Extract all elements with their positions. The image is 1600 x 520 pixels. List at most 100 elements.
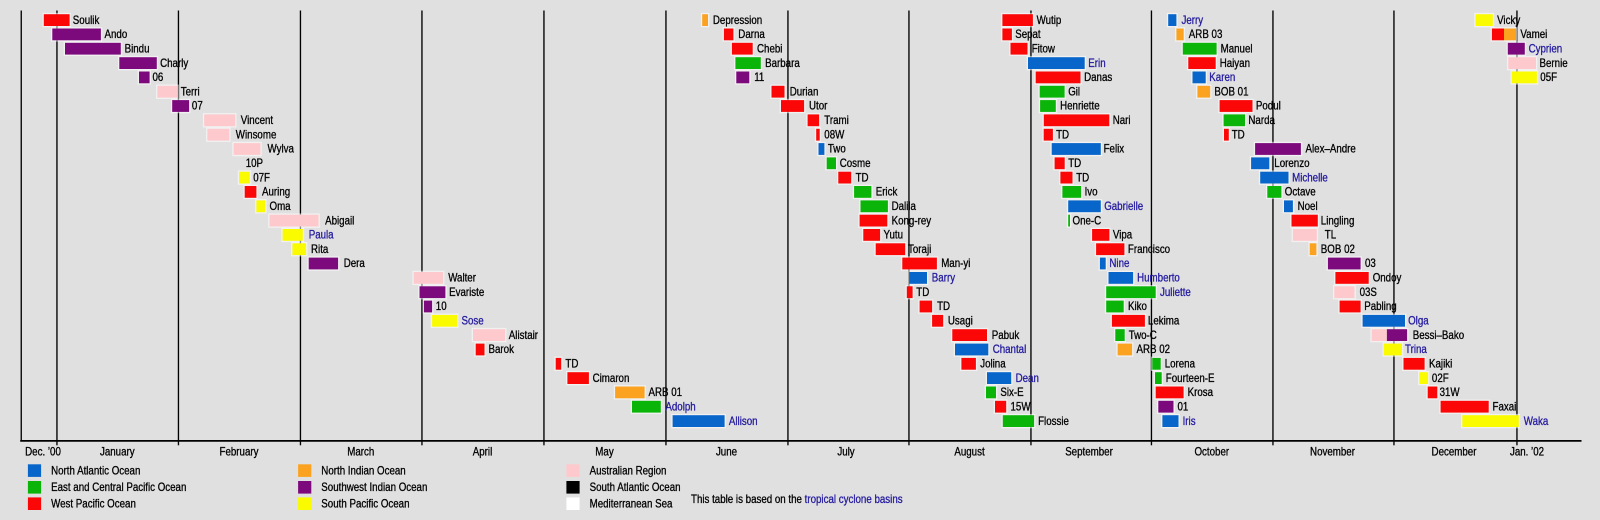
svg-text:Barbara: Barbara <box>765 57 800 70</box>
svg-text:July: July <box>837 446 855 459</box>
svg-text:Fourteen-E: Fourteen-E <box>1166 372 1215 385</box>
svg-text:31W: 31W <box>1440 386 1461 399</box>
svg-text:Bessi–Bako: Bessi–Bako <box>1413 329 1464 342</box>
svg-text:Yutu: Yutu <box>884 229 904 242</box>
svg-text:Gil: Gil <box>1068 86 1080 99</box>
svg-text:Kajiki: Kajiki <box>1429 358 1452 371</box>
svg-text:Evariste: Evariste <box>449 286 484 299</box>
svg-text:Nari: Nari <box>1113 114 1131 127</box>
svg-text:October: October <box>1194 446 1229 459</box>
svg-text:11: 11 <box>754 71 764 84</box>
svg-text:August: August <box>954 446 984 459</box>
svg-text:Henriette: Henriette <box>1060 100 1100 113</box>
svg-text:Bindu: Bindu <box>125 43 150 56</box>
svg-text:Octave: Octave <box>1285 186 1316 199</box>
svg-text:Manuel: Manuel <box>1221 43 1253 56</box>
svg-text:Ando: Ando <box>105 28 128 41</box>
svg-text:10: 10 <box>436 300 447 313</box>
svg-text:Kong-rey: Kong-rey <box>892 215 932 228</box>
svg-text:Michelle: Michelle <box>1292 172 1328 185</box>
svg-text:Six-E: Six-E <box>1000 386 1023 399</box>
svg-text:Southwest Indian Ocean: Southwest Indian Ocean <box>321 481 427 494</box>
svg-text:Wylva: Wylva <box>268 143 294 156</box>
svg-text:Iris: Iris <box>1183 415 1196 428</box>
svg-text:Paula: Paula <box>309 229 334 242</box>
svg-text:Charly: Charly <box>160 57 189 70</box>
svg-text:Podul: Podul <box>1256 100 1281 113</box>
svg-text:Cyprien: Cyprien <box>1529 43 1563 56</box>
svg-text:Lingling: Lingling <box>1321 215 1355 228</box>
svg-text:Soulik: Soulik <box>73 14 100 27</box>
svg-text:Trami: Trami <box>824 114 849 127</box>
svg-text:Toraji: Toraji <box>908 243 931 256</box>
svg-text:Lorenzo: Lorenzo <box>1274 157 1309 170</box>
svg-text:Abigail: Abigail <box>325 215 354 228</box>
svg-text:TD: TD <box>1232 129 1245 142</box>
svg-text:Lorena: Lorena <box>1165 358 1195 371</box>
svg-text:BOB 02: BOB 02 <box>1321 243 1355 256</box>
svg-text:Faxai: Faxai <box>1493 401 1517 414</box>
svg-text:January: January <box>100 446 135 459</box>
svg-text:ARB 03: ARB 03 <box>1189 28 1223 41</box>
svg-text:03: 03 <box>1365 257 1376 270</box>
svg-text:Kiko: Kiko <box>1128 300 1147 313</box>
svg-text:01: 01 <box>1178 401 1189 414</box>
svg-text:April: April <box>473 446 492 459</box>
svg-text:South Pacific Ocean: South Pacific Ocean <box>321 498 409 511</box>
svg-text:Wutip: Wutip <box>1037 14 1062 27</box>
svg-text:Barok: Barok <box>489 343 515 356</box>
svg-text:Oma: Oma <box>270 200 291 213</box>
svg-text:15W: 15W <box>1011 401 1032 414</box>
svg-text:One-C: One-C <box>1073 215 1102 228</box>
svg-text:10P: 10P <box>246 157 263 170</box>
svg-text:Dec. ’00: Dec. ’00 <box>25 446 61 459</box>
svg-text:Jerry: Jerry <box>1182 14 1204 27</box>
svg-text:TD: TD <box>916 286 929 299</box>
svg-text:East and Central Pacific Ocean: East and Central Pacific Ocean <box>51 481 186 494</box>
svg-text:Utor: Utor <box>809 100 828 113</box>
svg-text:Barry: Barry <box>932 272 956 285</box>
svg-text:Dean: Dean <box>1016 372 1039 385</box>
svg-text:Alistair: Alistair <box>509 329 539 342</box>
svg-text:TD: TD <box>565 358 578 371</box>
svg-text:07F: 07F <box>253 172 270 185</box>
svg-text:Erin: Erin <box>1088 57 1105 70</box>
svg-text:Trina: Trina <box>1405 343 1427 356</box>
svg-text:December: December <box>1432 446 1477 459</box>
svg-text:Winsome: Winsome <box>236 129 277 142</box>
svg-text:Chebi: Chebi <box>757 43 782 56</box>
svg-text:Karen: Karen <box>1209 71 1235 84</box>
svg-text:06: 06 <box>153 71 164 84</box>
svg-text:ARB 02: ARB 02 <box>1137 343 1171 356</box>
svg-text:Juliette: Juliette <box>1160 286 1191 299</box>
svg-text:Olga: Olga <box>1408 315 1429 328</box>
svg-text:Dera: Dera <box>344 257 365 270</box>
svg-text:May: May <box>595 446 614 459</box>
svg-text:Usagi: Usagi <box>948 315 973 328</box>
svg-text:BOB 01: BOB 01 <box>1214 86 1248 99</box>
svg-text:02F: 02F <box>1432 372 1449 385</box>
svg-text:Jan. ’02: Jan. ’02 <box>1510 446 1544 459</box>
svg-text:Sepat: Sepat <box>1015 28 1040 41</box>
svg-text:Alex–Andre: Alex–Andre <box>1306 143 1356 156</box>
svg-text:Ondoy: Ondoy <box>1373 272 1402 285</box>
svg-text:Pabling: Pabling <box>1364 300 1397 313</box>
svg-text:This table is based on the tro: This table is based on the tropical cycl… <box>691 493 903 506</box>
svg-text:Chantal: Chantal <box>993 343 1027 356</box>
svg-text:November: November <box>1310 446 1355 459</box>
svg-text:05F: 05F <box>1540 71 1557 84</box>
svg-text:June: June <box>716 446 737 459</box>
svg-text:March: March <box>347 446 374 459</box>
svg-text:Ivo: Ivo <box>1085 186 1098 199</box>
svg-text:Narda: Narda <box>1248 114 1275 127</box>
svg-text:South Atlantic Ocean: South Atlantic Ocean <box>590 481 681 494</box>
svg-text:TD: TD <box>1076 172 1089 185</box>
svg-text:Nine: Nine <box>1109 257 1129 270</box>
svg-text:Depression: Depression <box>713 14 762 27</box>
svg-text:Lekima: Lekima <box>1148 315 1179 328</box>
svg-text:September: September <box>1065 446 1113 459</box>
svg-text:TL: TL <box>1325 229 1336 242</box>
svg-text:Erick: Erick <box>876 186 898 199</box>
svg-text:Dalila: Dalila <box>892 200 916 213</box>
svg-text:Haiyan: Haiyan <box>1220 57 1250 70</box>
